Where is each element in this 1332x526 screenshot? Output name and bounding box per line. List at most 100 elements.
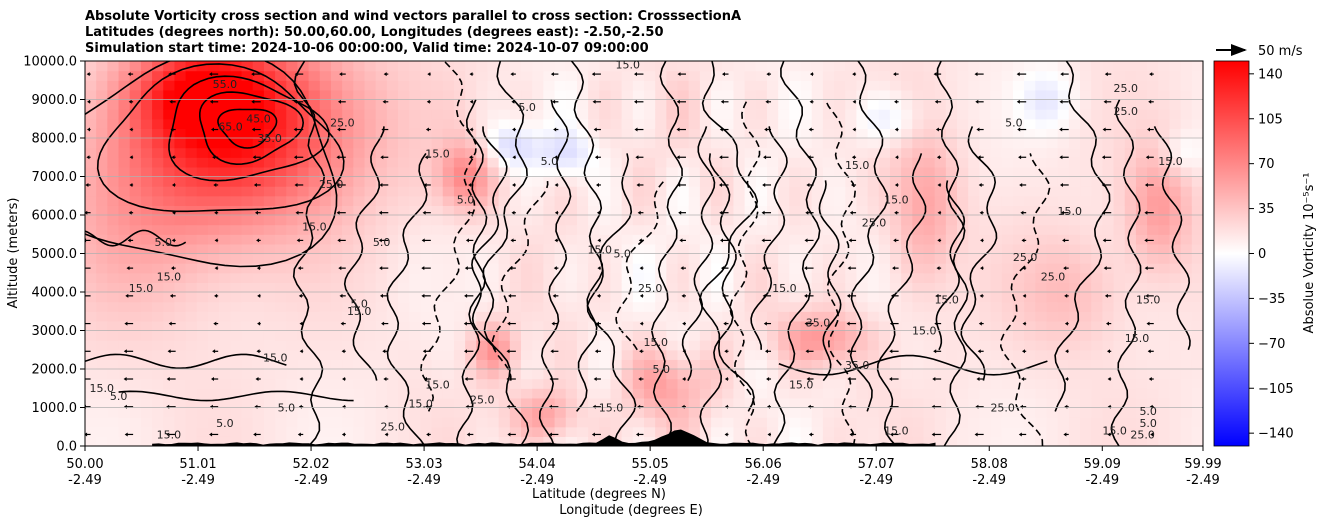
field-cell (129, 378, 142, 389)
field-cell (632, 378, 645, 389)
field-cell (554, 426, 567, 437)
field-cell (644, 205, 656, 216)
field-cell (330, 80, 343, 91)
field-cell (498, 234, 511, 245)
wind-vector-head (978, 182, 982, 187)
field-cell (85, 369, 97, 380)
field-cell (834, 397, 846, 409)
field-cell (207, 215, 220, 226)
field-cell (1113, 330, 1126, 341)
field-cell (599, 330, 612, 341)
field-cell (800, 118, 813, 129)
field-cell (85, 186, 97, 197)
wind-vector-head (1060, 72, 1064, 77)
field-cell (1158, 292, 1171, 303)
field-cell (498, 186, 511, 197)
field-cell (1124, 388, 1137, 399)
field-cell (364, 340, 377, 351)
field-cell (711, 369, 723, 380)
field-cell (174, 282, 187, 293)
field-cell (588, 397, 600, 409)
field-cell (957, 369, 969, 380)
field-cell (912, 282, 925, 293)
field-cell (1113, 89, 1126, 101)
field-cell (934, 234, 947, 245)
field-cell (688, 234, 701, 245)
field-cell (1124, 359, 1137, 370)
field-cell (286, 157, 299, 168)
field-cell (979, 320, 992, 332)
field-cell (554, 301, 567, 312)
field-cell (1001, 349, 1014, 360)
field-cell (733, 99, 746, 110)
field-cell (957, 224, 969, 235)
field-cell (889, 89, 902, 101)
field-cell (230, 234, 243, 245)
field-cell (655, 99, 667, 110)
field-cell (677, 80, 690, 91)
field-cell (1147, 195, 1159, 206)
field-cell (923, 80, 936, 91)
field-cell (152, 369, 164, 380)
field-cell (353, 301, 366, 312)
field-cell (1124, 234, 1137, 245)
field-cell (263, 253, 276, 264)
field-cell (185, 234, 198, 245)
field-cell (275, 138, 287, 149)
field-cell (521, 138, 533, 149)
field-cell (565, 80, 578, 91)
field-cell (599, 263, 612, 274)
field-cell (822, 61, 835, 72)
field-cell (364, 138, 377, 149)
field-cell (822, 109, 835, 120)
wind-vector-head (337, 238, 341, 243)
field-cell (677, 311, 690, 322)
field-cell (576, 340, 589, 351)
field-cell (252, 147, 265, 158)
field-cell (655, 340, 667, 351)
field-cell (1080, 234, 1092, 245)
wind-vector-head (554, 210, 558, 215)
field-cell (207, 417, 220, 428)
field-cell (476, 369, 489, 380)
field-cell (912, 176, 925, 187)
field-cell (778, 426, 790, 437)
field-cell (1180, 70, 1193, 81)
field-cell (1169, 195, 1182, 206)
field-cell (778, 224, 790, 235)
field-cell (554, 282, 567, 293)
field-cell (1024, 311, 1036, 322)
wind-vector-head (890, 432, 894, 437)
field-cell (811, 330, 824, 341)
field-cell (789, 426, 802, 437)
field-cell (364, 263, 377, 274)
field-cell (1147, 436, 1159, 446)
field-cell (1001, 330, 1014, 341)
wind-vector-head (257, 293, 261, 298)
field-cell (979, 378, 992, 389)
field-cell (487, 397, 500, 409)
field-cell (1068, 176, 1081, 187)
field-cell (621, 89, 634, 101)
field-cell (878, 340, 891, 351)
field-cell (554, 128, 567, 139)
field-cell (487, 320, 500, 332)
field-cell (945, 234, 958, 245)
field-cell (934, 272, 947, 283)
field-cell (364, 205, 377, 216)
wind-vector-head (212, 155, 216, 160)
field-cell (1158, 272, 1171, 283)
contour-line (118, 390, 354, 402)
field-cell (219, 320, 231, 332)
field-cell (677, 282, 690, 293)
field-cell (118, 61, 131, 72)
field-cell (1080, 195, 1092, 206)
colorbar (1213, 60, 1250, 447)
field-cell (252, 243, 265, 255)
field-cell (263, 426, 276, 437)
field-cell (375, 205, 388, 216)
field-cell (789, 109, 802, 120)
contour-label: 25.0 (990, 401, 1015, 414)
field-cell (96, 186, 108, 197)
field-cell (1046, 70, 1059, 81)
